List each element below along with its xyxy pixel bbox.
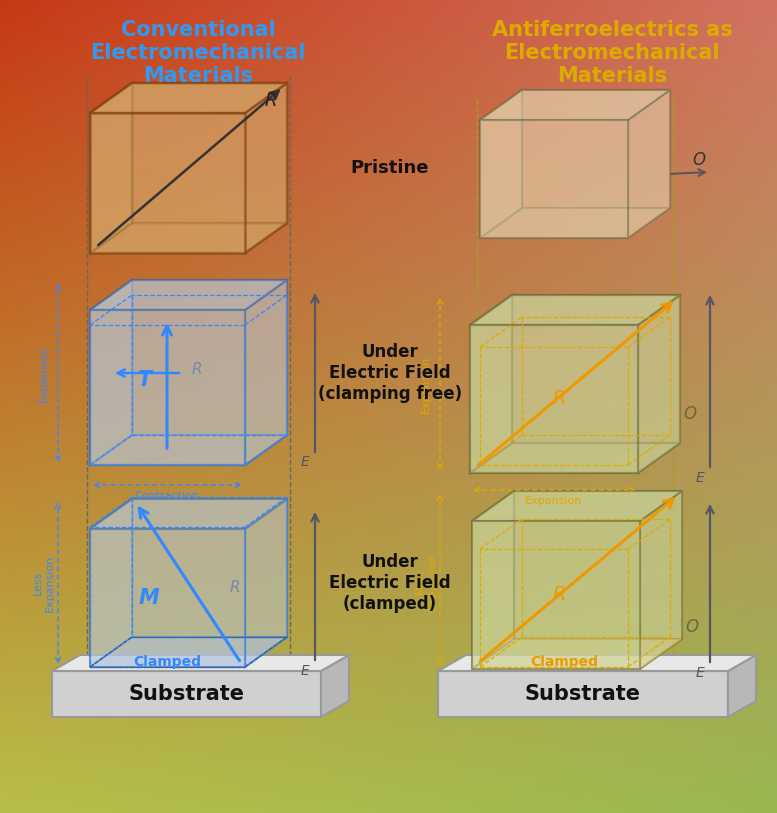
Text: Substrate: Substrate <box>525 684 641 704</box>
Polygon shape <box>522 90 670 208</box>
Text: Expansion: Expansion <box>39 345 49 402</box>
Polygon shape <box>90 310 245 465</box>
Polygon shape <box>472 639 682 669</box>
Polygon shape <box>480 90 522 238</box>
Text: More
Expansion: More Expansion <box>415 551 437 609</box>
Polygon shape <box>472 521 640 669</box>
Polygon shape <box>470 295 680 325</box>
Text: Antiferroelectrics as
Electromechanical
Materials: Antiferroelectrics as Electromechanical … <box>492 20 733 86</box>
Polygon shape <box>472 491 514 669</box>
Polygon shape <box>90 637 287 667</box>
Polygon shape <box>480 120 628 238</box>
Polygon shape <box>728 655 756 717</box>
Polygon shape <box>638 295 680 473</box>
Polygon shape <box>90 280 132 465</box>
Polygon shape <box>640 491 682 669</box>
Text: E: E <box>695 666 705 680</box>
Text: Pristine: Pristine <box>350 159 429 177</box>
Text: E: E <box>301 664 309 678</box>
Text: Less
Expansion: Less Expansion <box>33 554 55 611</box>
Text: E: E <box>301 455 309 469</box>
Polygon shape <box>512 295 680 443</box>
Text: Contraction: Contraction <box>134 491 200 501</box>
Polygon shape <box>470 325 638 473</box>
Polygon shape <box>321 655 349 717</box>
Text: Expansion: Expansion <box>525 496 583 506</box>
Text: R: R <box>230 580 240 595</box>
Polygon shape <box>90 499 287 529</box>
Polygon shape <box>90 435 287 465</box>
Text: Conventional
Electromechanical
Materials: Conventional Electromechanical Materials <box>90 20 306 86</box>
Polygon shape <box>470 295 512 473</box>
Text: O: O <box>685 618 699 636</box>
Polygon shape <box>438 655 756 671</box>
Text: O: O <box>684 405 696 423</box>
Polygon shape <box>90 529 245 667</box>
Text: Under
Electric Field
(clamped): Under Electric Field (clamped) <box>329 553 451 613</box>
Text: Substrate: Substrate <box>128 684 244 704</box>
Polygon shape <box>480 90 670 120</box>
Text: Under
Electric Field
(clamping free): Under Electric Field (clamping free) <box>318 343 462 402</box>
Polygon shape <box>514 491 682 639</box>
Polygon shape <box>90 113 245 253</box>
Polygon shape <box>480 208 670 238</box>
Text: R: R <box>552 389 566 408</box>
Polygon shape <box>90 83 287 113</box>
Polygon shape <box>52 671 321 717</box>
Polygon shape <box>90 499 132 667</box>
Text: Clamped: Clamped <box>530 655 598 669</box>
Polygon shape <box>628 90 670 238</box>
Polygon shape <box>132 280 287 435</box>
Polygon shape <box>470 443 680 473</box>
Text: Clamped: Clamped <box>133 655 201 669</box>
Text: R: R <box>192 363 202 377</box>
Polygon shape <box>52 655 349 671</box>
Polygon shape <box>90 223 287 253</box>
Text: R: R <box>265 92 277 110</box>
Polygon shape <box>90 83 132 253</box>
Polygon shape <box>472 639 682 669</box>
Text: M: M <box>138 588 159 608</box>
Polygon shape <box>245 499 287 667</box>
Text: O: O <box>692 151 706 169</box>
Polygon shape <box>132 83 287 223</box>
Polygon shape <box>90 280 287 310</box>
Polygon shape <box>472 491 682 521</box>
Text: Expansion: Expansion <box>421 355 431 413</box>
Text: R: R <box>552 585 566 605</box>
Polygon shape <box>245 83 287 253</box>
Polygon shape <box>438 671 728 717</box>
Text: E: E <box>695 471 705 485</box>
Text: T: T <box>138 370 152 390</box>
Polygon shape <box>132 499 287 637</box>
Polygon shape <box>245 280 287 465</box>
Polygon shape <box>90 637 287 667</box>
